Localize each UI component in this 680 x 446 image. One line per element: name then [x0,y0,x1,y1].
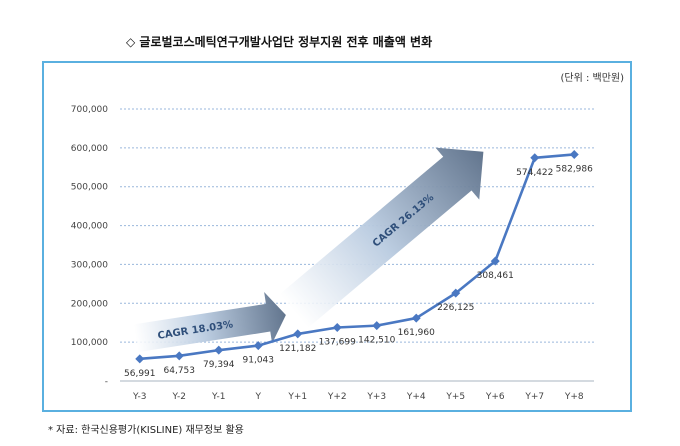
x-tick-label: Y-1 [211,392,225,402]
data-label: 226,125 [437,303,474,313]
data-point [174,351,184,361]
x-tick-label: Y+8 [564,392,584,402]
data-point [530,153,540,163]
data-point [411,313,421,323]
y-tick-label: 600,000 [71,144,108,154]
y-tick-label: 700,000 [71,105,108,115]
data-label: 161,960 [398,328,435,338]
data-point [214,345,224,355]
series-line [139,153,575,361]
x-tick-label: Y+4 [406,392,426,402]
x-tick-label: Y+1 [287,392,307,402]
data-point [569,149,579,159]
data-point [135,354,145,364]
y-tick-label: 300,000 [71,260,108,270]
y-tick-label: 100,000 [71,338,108,348]
data-point [253,341,263,351]
data-point [372,321,382,331]
source-note: * 자료: 한국신용평가(KISLINE) 재무정보 활용 [48,425,244,436]
data-label: 308,461 [477,271,514,281]
data-point [332,322,342,332]
x-tick-label: Y-2 [172,392,186,402]
data-label: 64,753 [164,366,196,376]
x-tick-label: Y+2 [327,392,347,402]
x-tick-label: Y+7 [524,392,544,402]
cagr-arrow-shape [279,147,484,328]
y-tick-label: 400,000 [71,222,108,232]
cagr-arrow: CAGR 18.03% [133,292,286,353]
y-tick-label: 200,000 [71,299,108,309]
x-tick-label: Y+3 [366,392,386,402]
y-tick-label: - [105,377,108,387]
x-tick-label: Y+6 [485,392,505,402]
data-label: 142,510 [358,336,395,346]
unit-label: (단위 : 백만원) [560,73,624,84]
data-label: 79,394 [203,360,235,370]
data-point [451,288,461,298]
chart-frame: (단위 : 백만원) [42,61,632,412]
data-label: 582,986 [556,164,593,174]
x-tick-label: Y [255,392,262,402]
data-label: 574,422 [516,168,553,178]
data-label: 56,991 [124,369,156,379]
chart-title: ◇ 글로벌코스메틱연구개발사업단 정부지원 전후 매출액 변화 [126,35,433,49]
y-tick-label: 500,000 [71,183,108,193]
data-label: 121,182 [279,344,316,354]
data-label: 137,699 [319,337,356,347]
data-point [293,329,303,339]
data-point [490,256,500,266]
x-tick-label: Y+5 [445,392,465,402]
data-label: 91,043 [243,356,275,366]
x-tick-label: Y-3 [132,392,146,402]
cagr-arrow-shape [133,292,286,353]
